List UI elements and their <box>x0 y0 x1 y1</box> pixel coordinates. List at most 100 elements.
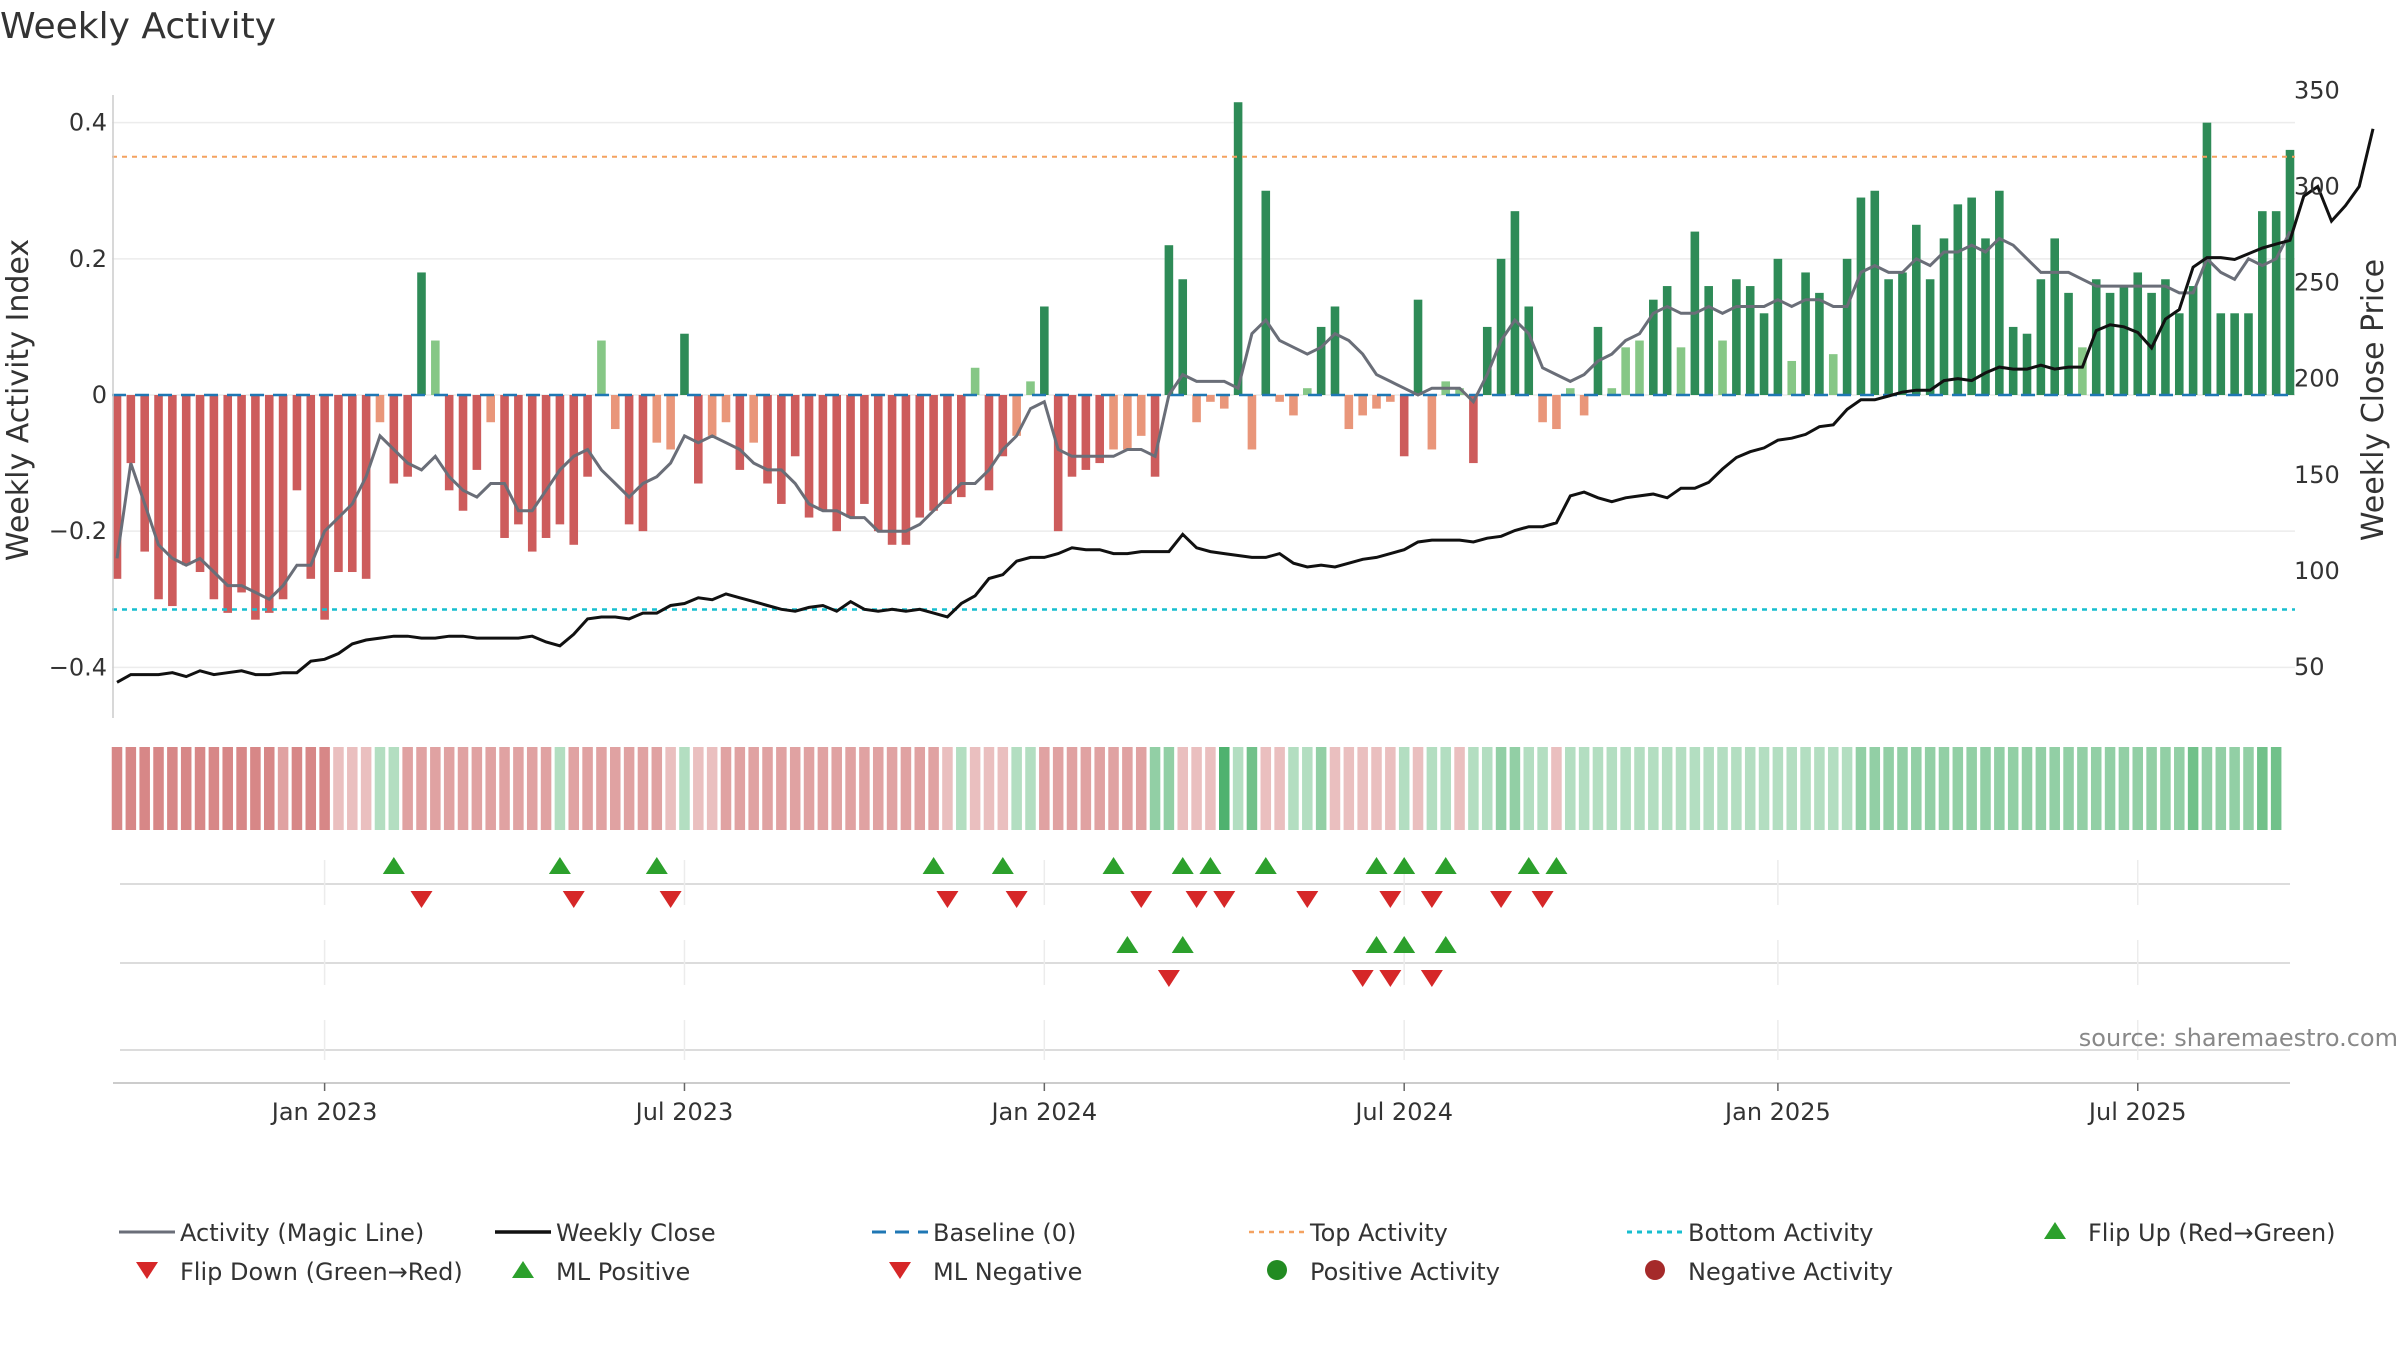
y2-axis-label: Weekly Close Price <box>2356 259 2391 541</box>
x-axis: Jan 2023 Jul 2023 Jan 2024 Jul 2024 Jan 2025… <box>113 1082 2290 1126</box>
activity-bar <box>666 395 675 450</box>
heat-cell <box>956 747 967 830</box>
legend-label: Flip Up (Red→Green) <box>2088 1219 2336 1247</box>
y2-tick-label: 150 <box>2294 461 2340 489</box>
heat-cell <box>1398 747 1410 830</box>
activity-bar <box>541 395 551 538</box>
heat-cell <box>1052 747 1064 830</box>
heat-cell <box>222 747 233 830</box>
activity-bar <box>2119 286 2129 395</box>
heat-cell <box>1744 747 1756 830</box>
activity-bar <box>735 395 745 470</box>
chart-title: Weekly Activity <box>0 6 276 47</box>
heat-cell <box>291 747 303 830</box>
flip-up-marker <box>1254 857 1277 874</box>
heat-cell <box>2090 747 2102 830</box>
flip-up-marker <box>1393 857 1416 874</box>
flip-down-marker <box>1185 891 1208 908</box>
activity-bar <box>1303 388 1312 395</box>
axes: 0.4 0.2 0 −0.2 −0.4 350 300 250 200 150 100 50 <box>49 76 2340 718</box>
heat-cell <box>1855 747 1867 830</box>
activity-bar <box>2285 149 2295 395</box>
activity-bar <box>2161 279 2170 395</box>
y-tick-label: 0.4 <box>69 109 107 137</box>
heat-cell <box>2160 747 2171 830</box>
activity-bar <box>2174 313 2184 395</box>
heat-cell <box>1039 747 1050 830</box>
heat-cell <box>997 747 1009 830</box>
heat-cell <box>1232 747 1244 830</box>
heat-cell <box>1883 747 1894 830</box>
y-tick-label: −0.2 <box>49 517 107 545</box>
heat-cell <box>2270 747 2282 830</box>
flip-up-marker <box>1365 857 1388 874</box>
activity-bar <box>251 395 260 620</box>
activity-bar <box>1496 258 1506 395</box>
activity-bar <box>2008 326 2018 395</box>
y-tick-label: 0 <box>92 381 107 409</box>
activity-bar <box>1316 326 1326 395</box>
activity-bar <box>2078 347 2087 395</box>
y2-tick-label: 200 <box>2294 365 2340 393</box>
heat-cell <box>1634 747 1645 830</box>
activity-bar <box>1815 292 1824 395</box>
heat-cell <box>2049 747 2060 830</box>
activity-bar <box>2244 313 2253 395</box>
ml-positive-marker <box>1171 936 1194 953</box>
activity-bar <box>237 395 246 593</box>
heat-cell <box>1565 747 1576 830</box>
activity-bar <box>804 395 814 518</box>
heat-cell <box>886 747 898 830</box>
activity-bar <box>1912 224 1921 395</box>
activity-bar <box>1372 395 1381 409</box>
activity-bar <box>1275 395 1284 402</box>
heat-cell <box>1094 747 1105 830</box>
heat-cell <box>1011 747 1022 830</box>
activity-bar <box>1967 197 1976 395</box>
heat-cell <box>859 747 870 830</box>
heat-cell <box>1205 747 1216 830</box>
legend-label: Activity (Magic Line) <box>180 1219 424 1247</box>
activity-bar <box>1607 388 1617 395</box>
ml-negative-marker <box>1351 970 1374 987</box>
y2-tick-label: 250 <box>2294 269 2340 297</box>
activity-bar <box>1662 286 1672 395</box>
activity-bar <box>998 395 1008 457</box>
heat-cell <box>2201 747 2213 830</box>
heat-cell <box>333 747 344 830</box>
x-tick-label: Jan 2023 <box>270 1098 378 1126</box>
heat-cell <box>983 747 995 830</box>
heat-cell <box>360 747 372 830</box>
activity-bar <box>970 367 980 395</box>
heat-cell <box>596 747 607 830</box>
heat-cell <box>2146 747 2157 830</box>
heat-cell <box>277 747 289 830</box>
heat-cell <box>900 747 912 830</box>
activity-bar <box>638 395 648 532</box>
activity-bar <box>1469 395 1478 464</box>
ml-positive-marker <box>1434 936 1457 953</box>
activity-bar <box>721 395 731 423</box>
flip-down-marker <box>1213 891 1236 908</box>
legend-swatch <box>136 1262 158 1279</box>
heat-cell <box>1495 747 1507 830</box>
heat-cell <box>1440 747 1451 830</box>
heat-cell <box>734 747 746 830</box>
heat-cell <box>1177 747 1188 830</box>
activity-bar <box>1109 395 1118 450</box>
heat-cell <box>1329 747 1341 830</box>
heat-cell <box>1800 747 1811 830</box>
activity-bar <box>873 395 883 532</box>
legend-label: ML Negative <box>933 1258 1082 1286</box>
activity-bar <box>1981 238 1990 395</box>
activity-bar <box>2064 292 2073 395</box>
ml-negative-marker <box>1157 970 1180 987</box>
activity-bar <box>1164 245 1174 395</box>
activity-bar <box>1455 388 1464 395</box>
series-lines <box>115 128 2375 684</box>
activity-bar <box>348 395 357 573</box>
heat-cell <box>1454 747 1465 830</box>
heat-cell <box>1260 747 1272 830</box>
flip-up-marker <box>1434 857 1457 874</box>
activity-bar <box>1828 354 1838 395</box>
